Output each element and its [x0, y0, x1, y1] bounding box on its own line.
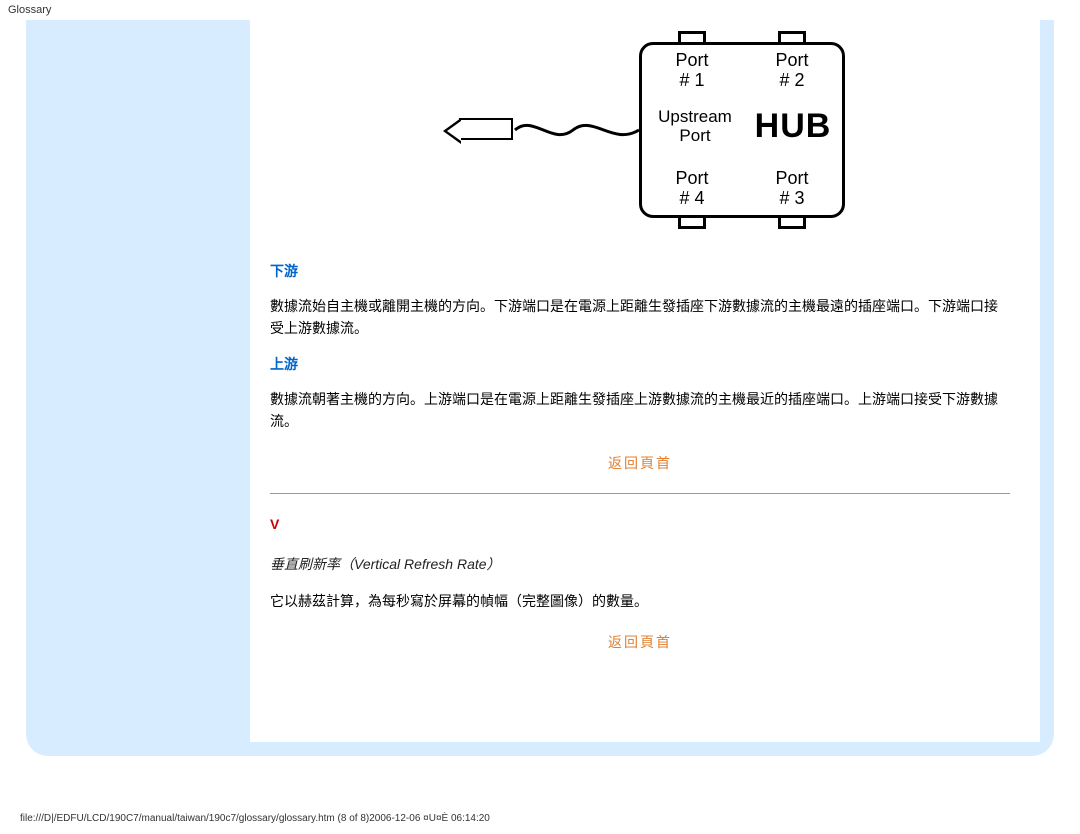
downstream-text: 數據流始自主機或離開主機的方向。下游端口是在電源上距離生發插座下游數據流的主機最…	[270, 295, 1010, 340]
hub-connector-icon	[678, 215, 706, 229]
hub-diagram: Port# 1 Port# 2 UpstreamPort HUB Port# 4…	[270, 30, 1010, 247]
hub-connector-icon	[678, 31, 706, 45]
upstream-text: 數據流朝著主機的方向。上游端口是在電源上距離生發插座上游數據流的主機最近的插座端…	[270, 388, 1010, 433]
vrr-text: 它以赫茲計算，為每秒寫於屏幕的幀幅（完整圖像）的數量。	[270, 590, 1010, 612]
port-2-label: Port# 2	[742, 51, 842, 91]
vrr-term-title: 垂直刷新率（Vertical Refresh Rate）	[270, 554, 1010, 574]
port-3-label: Port# 3	[742, 169, 842, 209]
back-to-top-link[interactable]: 返回頁首	[608, 455, 672, 471]
v-section-heading: V	[270, 516, 1010, 532]
hub-connector-icon	[778, 215, 806, 229]
cable-line	[513, 112, 643, 148]
port-1-label: Port# 1	[642, 51, 742, 91]
blue-frame: Port# 1 Port# 2 UpstreamPort HUB Port# 4…	[26, 20, 1054, 756]
upstream-heading: 上游	[270, 354, 1010, 374]
port-4-label: Port# 4	[642, 169, 742, 209]
downstream-heading: 下游	[270, 261, 1010, 281]
divider	[270, 493, 1010, 494]
back-to-top-wrap-2: 返回頁首	[270, 632, 1010, 652]
usb-plug-icon	[459, 118, 513, 140]
header-title: Glossary	[8, 4, 51, 16]
footer-path: file:///D|/EDFU/LCD/190C7/manual/taiwan/…	[20, 813, 490, 824]
back-to-top-wrap: 返回頁首	[270, 453, 1010, 473]
page-header: Glossary	[0, 0, 1080, 20]
hub-connector-icon	[778, 31, 806, 45]
hub-box: Port# 1 Port# 2 UpstreamPort HUB Port# 4…	[639, 42, 845, 218]
hub-label: HUB	[744, 107, 842, 146]
back-to-top-link[interactable]: 返回頁首	[608, 634, 672, 650]
content-area: Port# 1 Port# 2 UpstreamPort HUB Port# 4…	[250, 20, 1040, 742]
upstream-port-label: UpstreamPort	[642, 108, 744, 145]
